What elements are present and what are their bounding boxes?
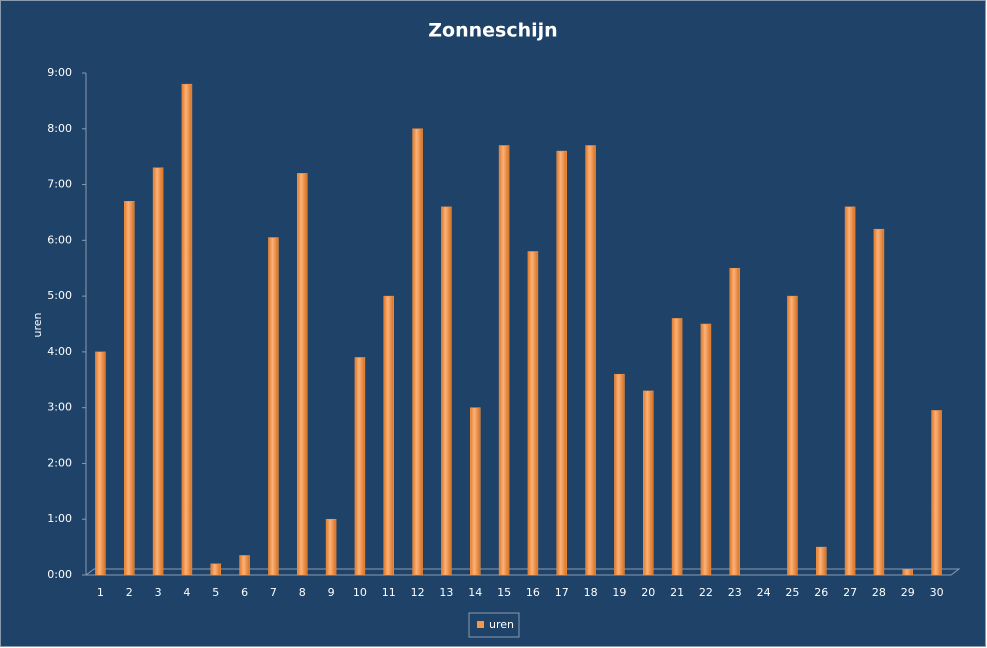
x-tick-label: 29: [901, 586, 915, 599]
x-tick-label: 3: [155, 586, 162, 599]
bar: [297, 173, 308, 576]
x-tick-label: 26: [814, 586, 828, 599]
x-tick-label: 16: [526, 586, 540, 599]
bar: [844, 206, 856, 576]
bar: [412, 128, 423, 576]
x-tick-label: 9: [328, 586, 335, 599]
legend-box: [468, 612, 520, 638]
legend-swatch: [477, 621, 484, 628]
x-tick-label: 13: [439, 586, 453, 599]
bar: [325, 518, 337, 576]
x-tick-label: 2: [126, 586, 133, 599]
bar: [787, 295, 798, 576]
x-tick-label: 8: [299, 586, 306, 599]
x-tick-label: 23: [728, 586, 742, 599]
y-tick-label: 8:00: [47, 122, 72, 135]
x-tick-label: 27: [843, 586, 857, 599]
bar: [268, 237, 279, 576]
bar: [181, 83, 193, 576]
bar: [816, 546, 827, 576]
bar: [643, 390, 654, 576]
y-axis-label: uren: [31, 312, 44, 337]
bar: [671, 318, 683, 576]
bar: [902, 569, 913, 576]
chart-title: Zonneschijn: [428, 20, 557, 42]
y-tick-label: 9:00: [47, 66, 72, 79]
x-tick-label: 18: [584, 586, 598, 599]
x-tick-label: 17: [555, 586, 569, 599]
x-tick-label: 5: [212, 586, 219, 599]
x-tick-label: 30: [930, 586, 944, 599]
x-tick-label: 7: [270, 586, 277, 599]
bar: [152, 167, 164, 576]
x-tick-label: 15: [497, 586, 511, 599]
bar: [124, 201, 135, 576]
bar: [210, 563, 221, 576]
legend: [468, 612, 520, 638]
x-tick-label: 6: [241, 586, 248, 599]
bar: [527, 251, 539, 576]
x-tick-label: 12: [411, 586, 425, 599]
bar: [729, 267, 740, 576]
bar: [95, 351, 106, 576]
bar: [470, 407, 481, 576]
x-tick-label: 28: [872, 586, 886, 599]
x-tick-label: 14: [468, 586, 482, 599]
floor: [84, 568, 961, 576]
x-tick-label: 20: [641, 586, 655, 599]
x-tick-label: 4: [183, 586, 190, 599]
y-tick-label: 0:00: [47, 568, 72, 581]
bar: [441, 206, 452, 576]
y-tick-label: 1:00: [47, 512, 72, 525]
bar: [556, 150, 567, 576]
bar: [700, 323, 712, 576]
legend-label: uren: [489, 618, 514, 631]
x-tick-label: 11: [382, 586, 396, 599]
bar: [614, 373, 625, 576]
x-tick-label: 1: [97, 586, 104, 599]
y-tick-label: 2:00: [47, 456, 72, 469]
x-tick-label: 21: [670, 586, 684, 599]
bar: [239, 555, 250, 576]
y-tick-label: 5:00: [47, 289, 72, 302]
x-tick-label: 25: [785, 586, 799, 599]
x-tick-label: 22: [699, 586, 713, 599]
bar: [585, 145, 596, 576]
bar: [498, 145, 510, 576]
x-tick-label: 19: [612, 586, 626, 599]
y-tick-label: 7:00: [47, 178, 72, 191]
bar: [354, 357, 366, 576]
bar: [873, 228, 885, 576]
x-tick-label: 10: [353, 586, 367, 599]
x-tick-label: 24: [757, 586, 771, 599]
bar: [931, 410, 942, 576]
bar: [383, 295, 394, 576]
y-tick-label: 6:00: [47, 233, 72, 246]
y-tick-label: 3:00: [47, 401, 72, 414]
y-tick-label: 4:00: [47, 345, 72, 358]
